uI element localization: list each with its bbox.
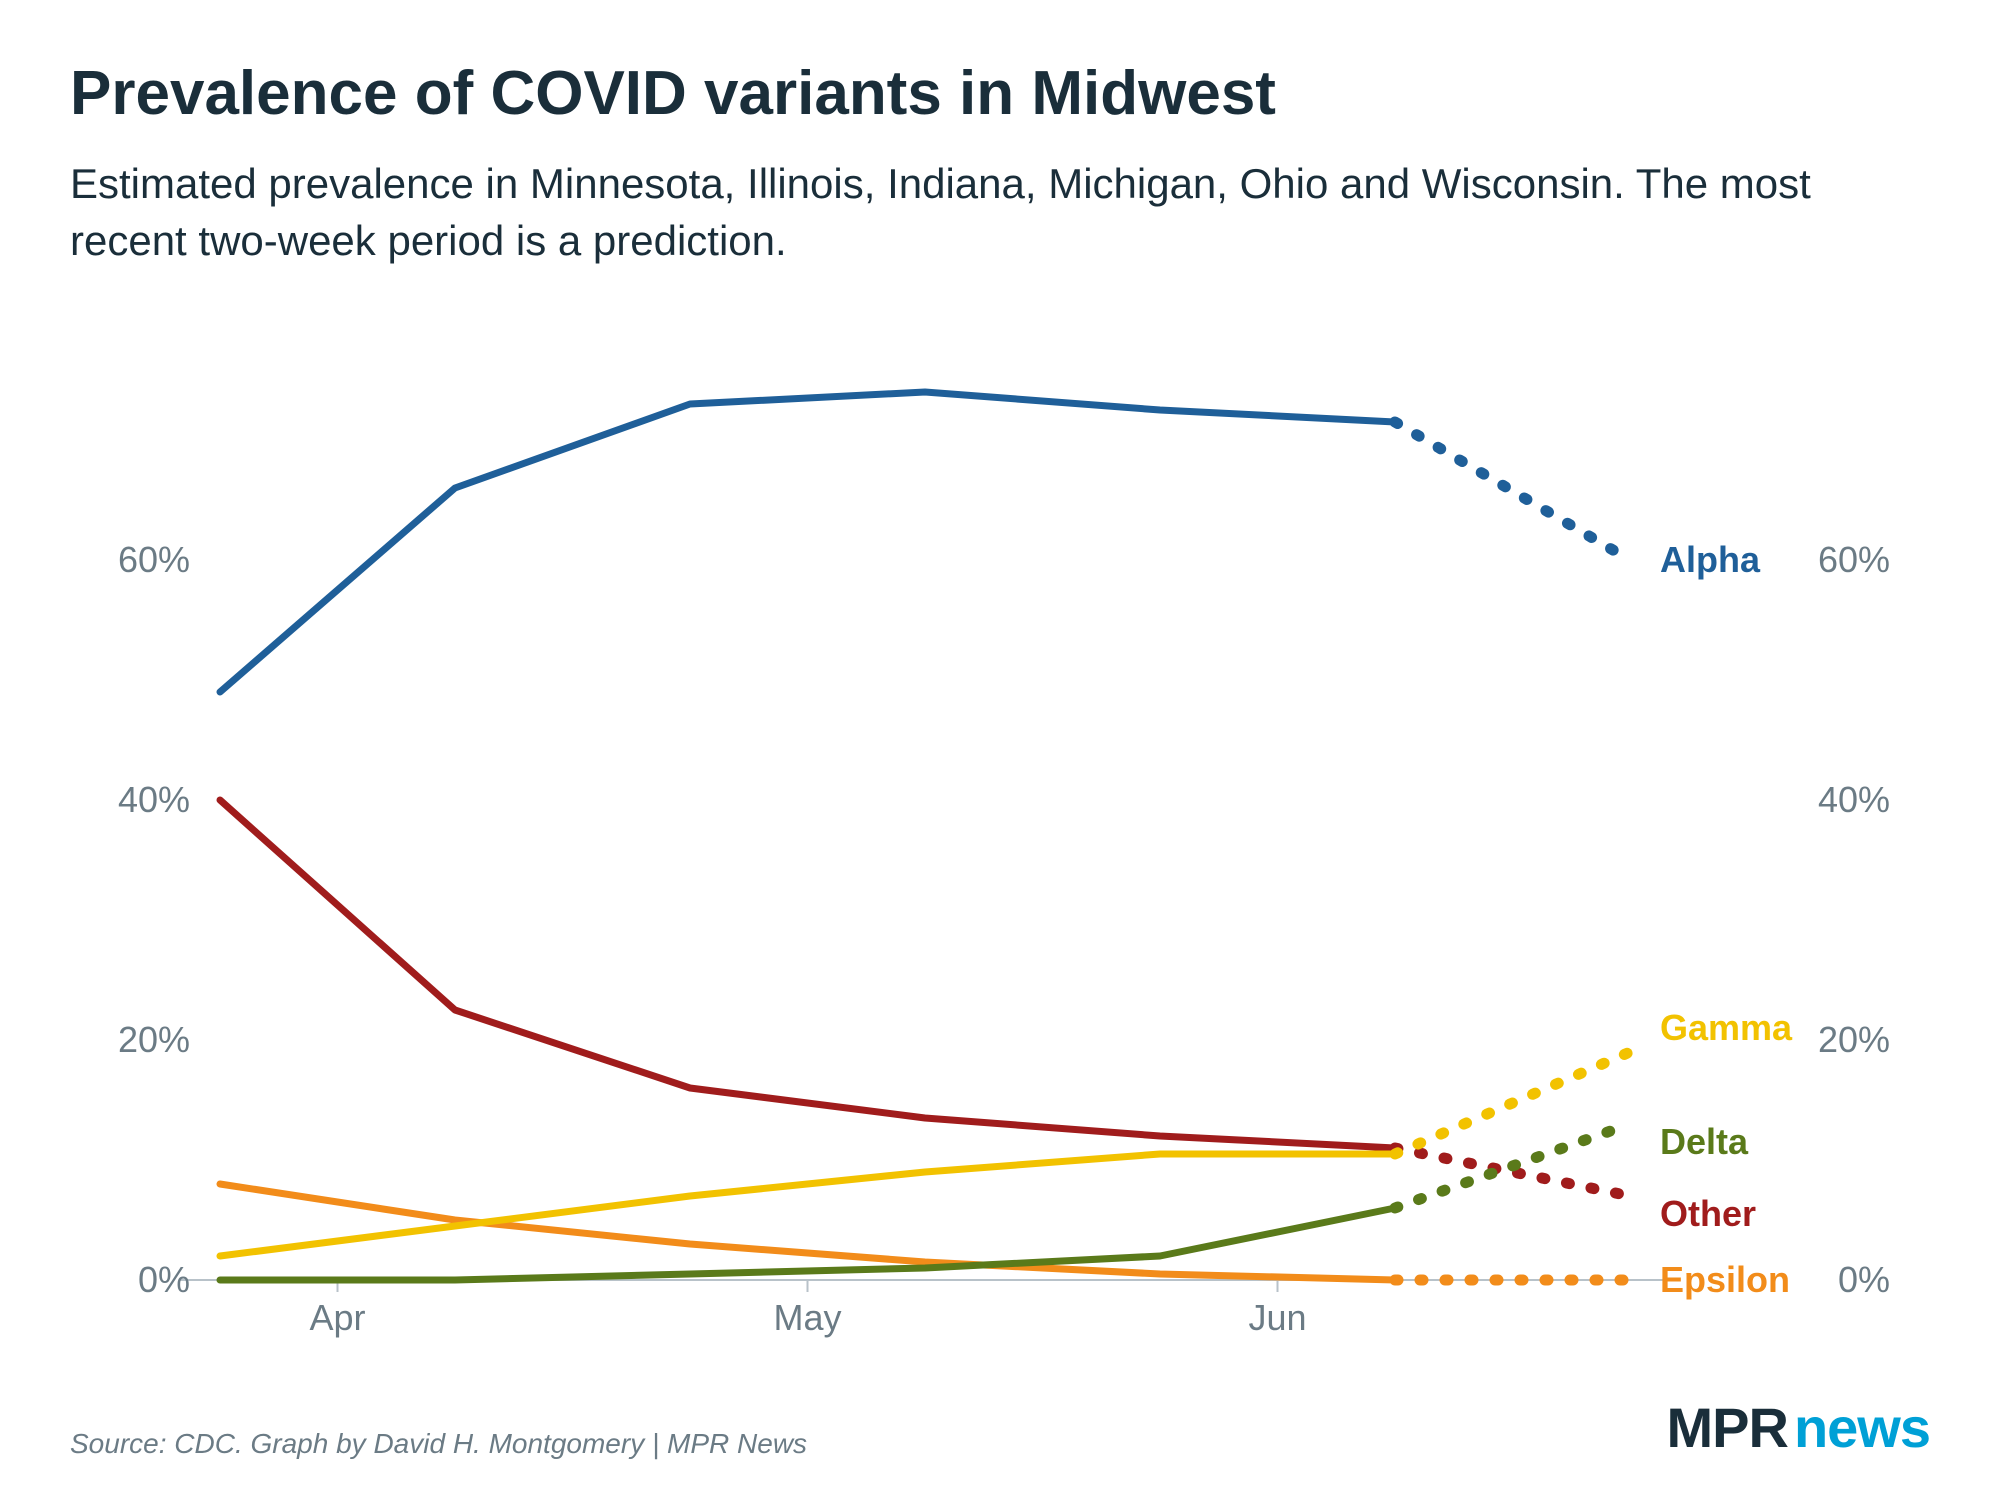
line-delta-dotted: [1395, 1124, 1630, 1208]
line-other-solid: [220, 800, 1395, 1148]
logo-part-mpr: MPR: [1666, 1395, 1787, 1460]
series-label-gamma: Gamma: [1660, 1007, 1793, 1048]
series-label-delta: Delta: [1660, 1121, 1749, 1162]
series-label-alpha: Alpha: [1660, 539, 1761, 580]
y-axis-label-right: 20%: [1818, 1019, 1890, 1060]
y-axis-label-left: 60%: [118, 539, 190, 580]
x-axis-label: May: [773, 1297, 841, 1338]
chart-footer: Source: CDC. Graph by David H. Montgomer…: [70, 1395, 1930, 1460]
source-attribution: Source: CDC. Graph by David H. Montgomer…: [70, 1428, 807, 1460]
y-axis-label-left: 20%: [118, 1019, 190, 1060]
line-other-dotted: [1395, 1148, 1630, 1196]
line-alpha-solid: [220, 392, 1395, 692]
chart-subtitle: Estimated prevalence in Minnesota, Illin…: [70, 156, 1930, 269]
x-axis-label: Apr: [309, 1297, 365, 1338]
line-delta-solid: [220, 1208, 1395, 1280]
line-chart-svg: Apr May Jun 0% 0% 20% 20% 40% 40% 60% 60% Alpha Gamm…: [70, 320, 1930, 1340]
mpr-news-logo: MPR news: [1666, 1395, 1930, 1460]
y-axis-label-left: 40%: [118, 779, 190, 820]
line-alpha-dotted: [1395, 422, 1630, 560]
series-label-epsilon: Epsilon: [1660, 1259, 1790, 1300]
line-gamma-dotted: [1395, 1052, 1630, 1154]
chart-container: Apr May Jun 0% 0% 20% 20% 40% 40% 60% 60% Alpha Gamm…: [70, 320, 1930, 1340]
series-label-other: Other: [1660, 1193, 1756, 1234]
y-axis-label-left: 0%: [138, 1259, 190, 1300]
chart-title: Prevalence of COVID variants in Midwest: [70, 60, 1930, 128]
y-axis-label-right: 60%: [1818, 539, 1890, 580]
y-axis-label-right: 0%: [1838, 1259, 1890, 1300]
y-axis-label-right: 40%: [1818, 779, 1890, 820]
logo-part-news: news: [1794, 1395, 1930, 1460]
x-axis-label: Jun: [1248, 1297, 1306, 1338]
